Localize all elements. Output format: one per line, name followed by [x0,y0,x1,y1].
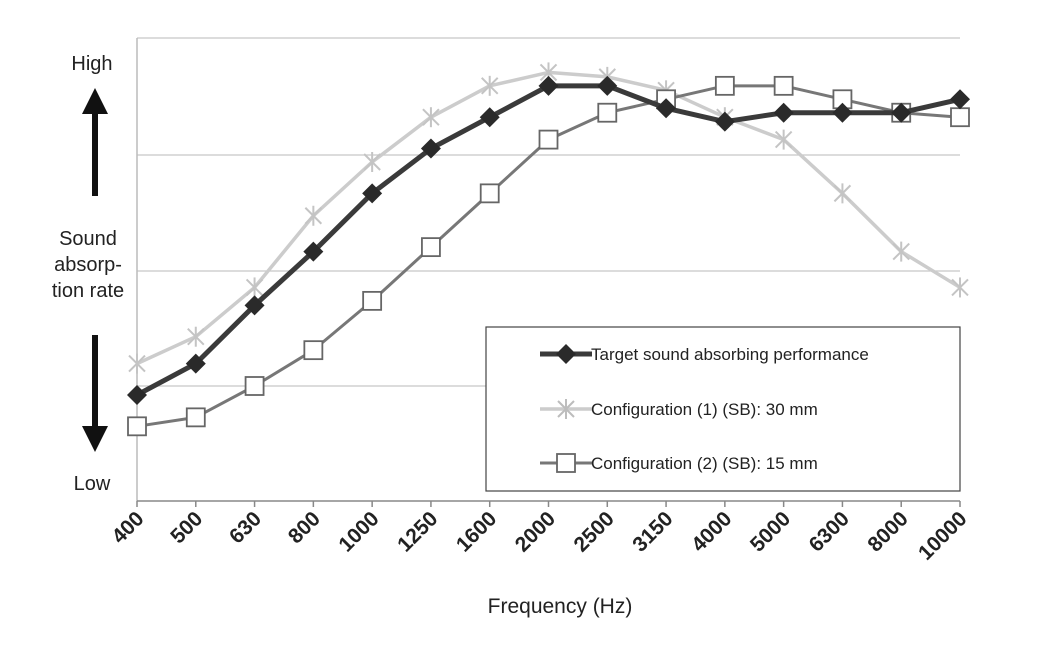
legend-label: Target sound absorbing performance [591,345,869,364]
arrow-up-icon [82,88,108,196]
x-tick-label: 400 [107,507,148,548]
x-tick-label: 10000 [914,507,972,565]
data-point [128,353,146,374]
series-2 [127,75,970,437]
diamond-marker-icon [556,344,576,364]
x-tick-labels: 400 500 630 800 1000 1250 1600 2000 2500 3150 4000… [107,507,971,565]
data-point [362,183,383,204]
square-marker-icon [556,453,576,473]
x-tick-label: 8000 [863,507,912,556]
data-point [773,75,794,96]
y-axis-label-line-2: absorp- [54,254,122,276]
x-tick-label: 630 [225,507,266,548]
x-axis-title: Frequency (Hz) [488,595,633,618]
data-point [833,183,852,204]
series-0 [127,75,970,405]
x-tick-marks [136,501,961,507]
x-tick-label: 1250 [393,507,442,556]
data-point [479,107,500,128]
data-point [362,290,383,311]
data-point [774,129,793,150]
data-point [187,326,205,347]
data-point [244,376,265,396]
x-tick-label: 500 [166,507,207,548]
legend-item-config-2: Configuration (2) (SB): 15 mm [540,453,818,473]
x-tick-label: 6300 [805,507,854,556]
data-point [714,75,735,96]
data-point [421,237,441,258]
data-point [950,89,970,110]
data-point [891,102,912,123]
data-point [303,241,324,262]
x-tick-label: 1000 [334,507,383,556]
x-tick-label: 3150 [628,507,677,556]
data-point [363,152,381,172]
y-high-label: High [71,53,112,75]
legend-label: Configuration (1) (SB): 30 mm [591,400,818,419]
data-point [951,277,969,298]
data-point [420,138,441,159]
x-tick-label: 4000 [687,507,736,556]
data-point [950,107,970,128]
arrow-down-icon [82,335,108,452]
x-tick-label: 1600 [452,507,501,556]
data-point [538,75,559,96]
data-point [892,241,910,262]
x-tick-label: 2000 [511,507,560,556]
series-1 [128,62,969,374]
data-point [127,416,147,437]
x-tick-label: 800 [284,507,325,548]
legend-item-config-1: Configuration (1) (SB): 30 mm [540,399,818,419]
x-tick-label: 5000 [746,507,795,556]
data-point [481,75,499,96]
data-point [303,340,324,361]
y-axis-label-line-3: tion rate [52,280,124,302]
data-point [597,102,618,123]
data-point [422,107,440,128]
y-axis-label-line-1: Sound [59,228,117,250]
data-point [304,205,323,226]
data-point [479,183,500,204]
y-low-label: Low [74,473,111,495]
x-tick-label: 2500 [570,507,619,556]
legend-item-target: Target sound absorbing performance [540,344,869,364]
data-point [714,111,735,132]
data-point [244,295,265,316]
data-point [832,102,853,123]
data-point [656,98,677,119]
series-layer [127,62,970,437]
data-point [597,75,618,96]
data-point [185,407,206,428]
data-point [127,384,147,405]
asterisk-marker-icon [557,399,575,419]
data-point [538,129,559,150]
legend-label: Configuration (2) (SB): 15 mm [591,454,818,473]
data-point [773,102,794,123]
data-point [185,353,206,374]
legend: Target sound absorbing performance Confi… [485,326,961,492]
data-point [245,277,264,298]
